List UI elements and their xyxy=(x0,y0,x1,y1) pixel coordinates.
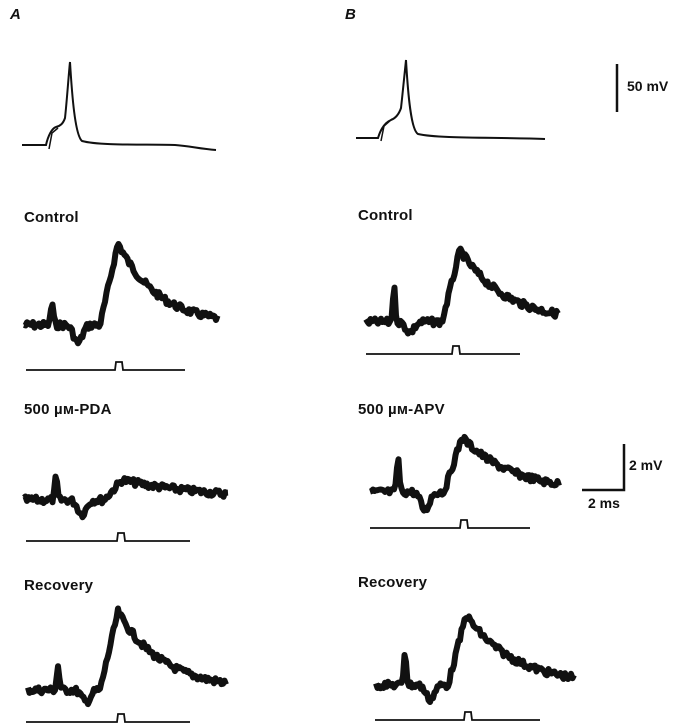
epsp-a-drug xyxy=(22,473,230,521)
stim-b-drug xyxy=(370,519,530,529)
epsp-b-control xyxy=(363,245,561,337)
scale-bar-2mv-label: 2 mV xyxy=(629,457,663,473)
epsp-a-recovery xyxy=(25,605,229,708)
panel-b-recovery-label: Recovery xyxy=(358,574,428,591)
panel-b-action-potential xyxy=(356,59,546,142)
panel-b-control-label: Control xyxy=(358,207,413,224)
panel-a-recovery-label: Recovery xyxy=(24,577,94,594)
panel-a-action-potential xyxy=(22,61,217,151)
epsp-b-drug xyxy=(368,433,562,514)
panel-a-letter: A xyxy=(10,6,21,23)
scale-bar-2mv-2ms xyxy=(582,444,626,492)
stim-a-control xyxy=(26,361,185,371)
panel-a-drug-label: 500 µм-PDA xyxy=(24,401,112,418)
stim-b-recovery xyxy=(375,711,540,721)
stim-a-drug xyxy=(26,532,190,542)
scale-bar-50mv-label: 50 mV xyxy=(627,78,669,94)
stim-b-control xyxy=(366,345,520,355)
stimulus-markers xyxy=(26,345,540,723)
panel-a-control-label: Control xyxy=(24,209,79,226)
epsp-a-control xyxy=(22,241,221,347)
panel-b-letter: B xyxy=(345,6,356,23)
epsp-b-recovery xyxy=(373,613,577,705)
panel-b-drug-label: 500 µм-APV xyxy=(358,401,445,418)
scale-bar-2ms-label: 2 ms xyxy=(588,495,620,511)
stim-a-recovery xyxy=(26,713,190,723)
